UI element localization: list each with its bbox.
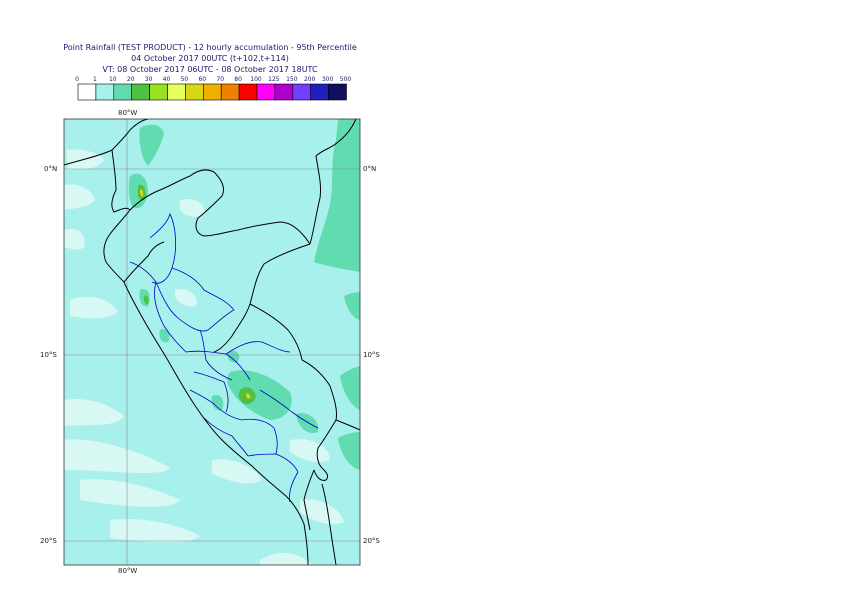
validity-time-subtitle: VT: 08 October 2017 06UTC - 08 October 2… — [102, 65, 318, 74]
legend-tick-label: 300 — [322, 76, 334, 83]
legend-tick-label: 80 — [234, 76, 242, 83]
lat-label-right-0: 0°N — [363, 165, 377, 173]
legend-tick-label: 200 — [304, 76, 316, 83]
lon-label-top: 80°W — [118, 109, 138, 117]
chart-title: Point Rainfall (TEST PRODUCT) - 12 hourl… — [63, 43, 357, 52]
run-time-subtitle: 04 October 2017 00UTC (t+102,t+114) — [131, 54, 289, 63]
legend-tick-label: 500 — [340, 76, 352, 83]
graticule — [64, 119, 360, 565]
legend-tick-label: 100 — [250, 76, 262, 83]
color-legend: 0 1 10 20 30 40 50 60 70 80 100 125 150 200 300 500 — [75, 76, 352, 101]
legend-tick-label: 70 — [216, 76, 224, 83]
peak-rain-spots — [140, 189, 251, 399]
legend-tick-label: 10 — [109, 76, 117, 83]
legend-tick-label: 0 — [75, 76, 79, 83]
legend-tick-label: 125 — [268, 76, 280, 83]
country-borders — [64, 119, 360, 565]
legend-swatch-14 — [328, 83, 347, 101]
map-frame — [63, 118, 361, 566]
legend-tick-label: 30 — [145, 76, 153, 83]
regional-borders — [129, 212, 319, 503]
lat-label-right-20s: 20°S — [363, 537, 380, 545]
lat-label-left-20s: 20°S — [40, 537, 57, 545]
light-rain-patches — [64, 149, 344, 565]
legend-tick-label: 40 — [163, 76, 171, 83]
lat-label-left-0: 0°N — [44, 165, 58, 173]
lon-label-bottom: 80°W — [118, 567, 138, 575]
legend-tick-label: 20 — [127, 76, 135, 83]
legend-tick-label: 50 — [181, 76, 189, 83]
legend-tick-label: 1 — [93, 76, 97, 83]
legend-tick-label: 60 — [198, 76, 206, 83]
legend-tick-label: 150 — [286, 76, 298, 83]
lat-label-right-10s: 10°S — [363, 351, 380, 359]
lat-label-left-10s: 10°S — [40, 351, 57, 359]
